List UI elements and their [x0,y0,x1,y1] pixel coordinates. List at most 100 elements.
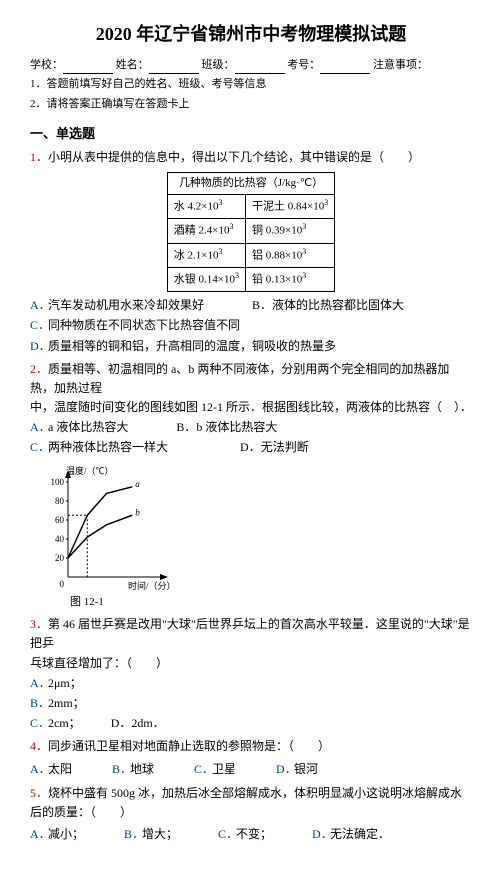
svg-text:0: 0 [60,579,65,589]
cell-sup: 3 [302,247,306,256]
q2-option-a: A．a 液体比热容大 B．b 液体比热容大 [30,418,472,437]
q4-option-d: D．银河 [276,760,318,779]
question-4: 4．同步通讯卫星相对地面静止选取的参照物是：（ ） A．太阳 B．地球 C．卫星… [30,737,472,779]
notes-label: 注意事项： [373,57,428,75]
svg-text:a: a [135,478,140,488]
cell-sup: 3 [230,222,234,231]
q5-optD-text: 无法确定． [330,827,390,841]
section-1-title: 一、单选题 [30,124,472,145]
q3-optA-text: 2μm； [48,676,82,690]
q4-number: 4． [30,739,48,753]
q5-stem: 烧杯中盛有 500g 冰，加热后冰全部熔解成水，体积明显减小这说明冰熔解成水后的… [30,786,462,819]
examno-label: 考号： [287,57,320,75]
q1-optA-text: 汽车发动机用水来冷却效果好 [48,298,204,312]
q2-number: 2． [30,362,48,376]
note2: 2．请将答案正确填写在答题卡上 [30,96,472,114]
q4-option-b: B．地球 [112,760,154,779]
class-label: 班级： [202,57,235,75]
cell: 酒精 2.4×10 [174,225,230,237]
cell: 铜 0.39×10 [252,225,302,237]
examno-blank [320,61,370,74]
q3-option-b: B．2mm； [30,694,472,713]
cell: 水银 0.14×10 [174,274,235,286]
svg-text:b: b [135,507,140,517]
table-row: 冰 2.1×103 铝 0.88×103 [167,243,334,267]
cell: 干泥土 0.84×10 [252,201,324,213]
page-title: 2020 年辽宁省锦州市中考物理模拟试题 [30,20,472,49]
svg-text:40: 40 [55,534,65,544]
svg-text:时间/（分）: 时间/（分） [128,580,170,591]
q3-stem-p1: 第 46 届世乒赛是改用"大球"后世界乒坛上的首次高水平较量．这里说的"大球"是… [30,617,470,650]
cell: 铝 0.88×10 [252,249,302,261]
svg-text:20: 20 [55,553,65,563]
q3-optC-text: 2cm； [48,716,75,730]
class-blank [235,61,285,74]
q4-optB-text: 地球 [130,762,154,776]
q4-optC-text: 卫星 [212,762,236,776]
name-label: 姓名： [116,57,149,75]
q4-stem: 同步通讯卫星相对地面静止选取的参照物是：（ ） [48,739,330,753]
cell: 水 4.2×10 [174,201,219,213]
q1-option-d: D．质量相等的铜和铝，升高相同的温度，铜吸收的热量多 [30,337,472,356]
q5-number: 5． [30,786,48,800]
header-fields: 学校： 姓名： 班级： 考号： 注意事项： [30,57,472,75]
question-3: 3．第 46 届世乒赛是改用"大球"后世界乒坛上的首次高水平较量．这里说的"大球… [30,615,472,733]
q5-optB-text: 增大； [142,827,178,841]
chart-svg: 20 40 60 80 100 a b 温度/（℃） 时间/（分） 0 [40,462,170,592]
q4-optA-text: 太阳 [48,762,72,776]
note1: 1．答题前填写好自己的姓名、班级、考号等信息 [30,76,472,94]
q3-optB-text: 2mm； [48,696,85,710]
q3-option-c: C．2cm； D．2dm． [30,714,472,733]
svg-text:100: 100 [51,477,65,487]
q5-optC-text: 不变； [236,827,272,841]
table-row: 酒精 2.4×103 铜 0.39×103 [167,219,334,243]
cell: 冰 2.1×10 [174,249,219,261]
q2-stem-p1: 质量相等、初温相同的 a、b 两种不同液体，分别用两个完全相同的加热器加热，加热… [30,362,449,395]
q4-optD-text: 银河 [294,762,318,776]
chart-figure-label: 图 12-1 [70,594,472,612]
table-row: 水银 0.14×103 铅 0.13×103 [167,267,334,291]
q3-stem-p2: 乓球直径增加了：（ ） [30,654,472,673]
q3-number: 3． [30,617,48,631]
q1-stem: 小明从表中提供的信息中，得出以下几个结论，其中错误的是（ ） [48,150,420,164]
table-row: 水 4.2×103 干泥土 0.84×103 [167,195,334,219]
q3-optD-inline: D．2dm． [111,716,165,730]
name-blank [149,61,199,74]
question-5: 5．烧杯中盛有 500g 冰，加热后冰全部熔解成水，体积明显减小这说明冰熔解成水… [30,784,472,846]
q2-chart: 20 40 60 80 100 a b 温度/（℃） 时间/（分） 0 [40,462,170,592]
cell-sup: 3 [219,247,223,256]
specific-heat-table: 几种物质的比热容（J/kg·℃） 水 4.2×103 干泥土 0.84×103 … [167,172,335,293]
q2-option-c: C．两种液体比热容一样大 D．无法判断 [30,438,472,457]
q1-optC-text: 同种物质在不同状态下比热容值不同 [48,318,240,332]
cell-sup: 3 [302,271,306,280]
q5-optA-text: 减小； [48,827,84,841]
q1-optB-inline: B．液体的比热容都比固体大 [252,298,404,312]
svg-text:温度/（℃）: 温度/（℃） [66,465,114,476]
q2-optC-text: 两种液体比热容一样大 [48,440,168,454]
svg-text:80: 80 [55,496,65,506]
q2-optD-inline: D．无法判断 [240,440,309,454]
question-1: 1．小明从表中提供的信息中，得出以下几个结论，其中错误的是（ ） 几种物质的比热… [30,148,472,355]
q4-option-a: A．太阳 [30,760,72,779]
school-label: 学校： [30,57,63,75]
q5-option-a: A．减小； [30,825,84,844]
cell: 铅 0.13×10 [252,274,302,286]
q2-optA-text: a 液体比热容大 [48,420,128,434]
q5-option-b: B．增大； [124,825,178,844]
school-blank [63,61,113,74]
q5-option-d: D．无法确定． [312,825,390,844]
svg-text:60: 60 [55,515,65,525]
cell-sup: 3 [235,271,239,280]
q1-option-a: A．汽车发动机用水来冷却效果好 B．液体的比热容都比固体大 [30,296,472,315]
q1-number: 1． [30,150,48,164]
cell-sup: 3 [324,198,328,207]
cell-sup: 3 [219,198,223,207]
table-caption: 几种物质的比热容（J/kg·℃） [167,172,334,195]
q5-option-c: C．不变； [218,825,272,844]
cell-sup: 3 [302,222,306,231]
q1-optD-text: 质量相等的铜和铝，升高相同的温度，铜吸收的热量多 [48,339,336,353]
q3-option-a: A．2μm； [30,674,472,693]
q2-optB-inline: B．b 液体比热容大 [176,420,277,434]
q2-stem-p2: 中，温度随时间变化的图线如图 12-1 所示．根据图线比较，两液体的比热容（ ）… [30,398,472,417]
question-2: 2．质量相等、初温相同的 a、b 两种不同液体，分别用两个完全相同的加热器加热，… [30,360,472,612]
